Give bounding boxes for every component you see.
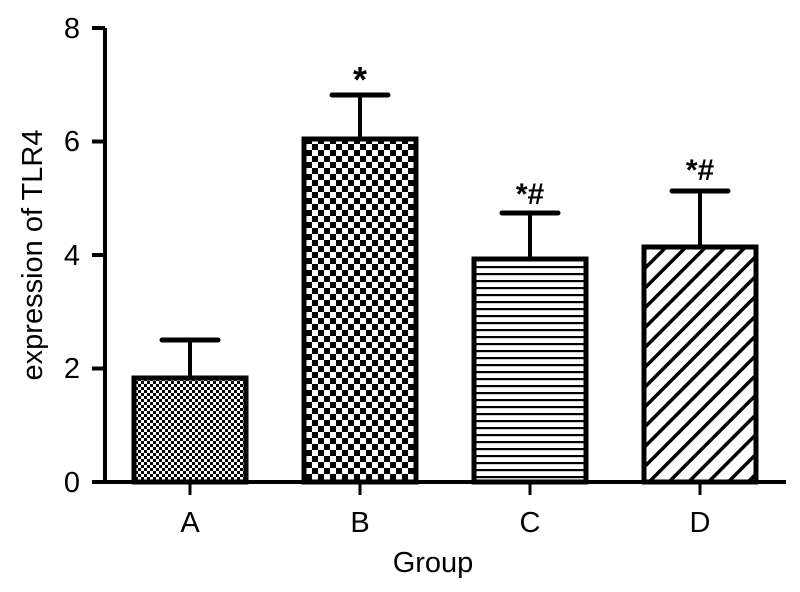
x-tick-label: C <box>520 507 541 539</box>
y-axis-title: expression of TLR4 <box>17 130 49 381</box>
x-tick-label: D <box>690 507 711 539</box>
bar-d: *# <box>641 154 759 485</box>
y-tick-label: 2 <box>64 353 80 385</box>
x-tick-label: A <box>180 507 200 539</box>
y-tick-label: 8 <box>64 13 80 45</box>
y-tick-label: 6 <box>64 126 80 158</box>
x-axis: A B C D Group <box>103 480 786 579</box>
x-tick-label: B <box>350 507 369 539</box>
x-axis-title: Group <box>393 547 474 579</box>
significance-marker: *# <box>516 178 545 211</box>
y-tick-label: 4 <box>64 240 80 272</box>
bar-a <box>131 337 249 485</box>
y-axis: 0 2 4 6 8 expression of TLR4 <box>17 13 107 499</box>
bar-c: *# <box>471 178 589 485</box>
bar-b: * <box>301 59 419 485</box>
significance-marker: *# <box>686 154 715 187</box>
significance-marker: * <box>353 59 367 100</box>
y-tick-label: 0 <box>64 467 80 499</box>
